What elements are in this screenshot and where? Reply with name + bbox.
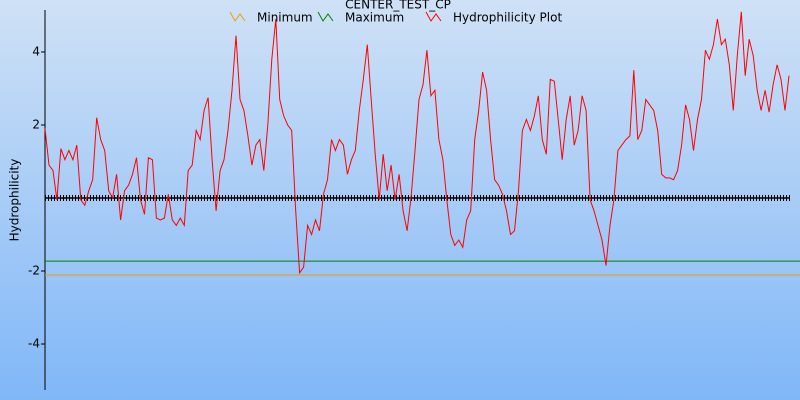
- y-tick-label: -2: [28, 263, 40, 277]
- chart-title: CENTER_TEST_CP: [345, 0, 451, 12]
- y-axis-label: Hydrophilicity: [8, 159, 22, 242]
- legend-label: Maximum: [345, 11, 404, 25]
- data-line: [44, 11, 790, 275]
- legend-label: Minimum: [257, 11, 313, 25]
- legend-label: Hydrophilicity Plot: [453, 11, 562, 25]
- y-tick-label: 2: [32, 117, 40, 131]
- legend-icon: [317, 11, 334, 22]
- legend-icon: [229, 11, 246, 22]
- y-tick-label: -4: [28, 337, 40, 351]
- y-tick-label: 4: [32, 44, 40, 58]
- legend-icon: [425, 11, 442, 22]
